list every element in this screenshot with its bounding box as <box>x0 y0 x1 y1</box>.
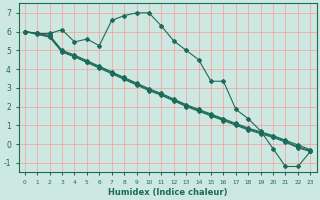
X-axis label: Humidex (Indice chaleur): Humidex (Indice chaleur) <box>108 188 227 197</box>
